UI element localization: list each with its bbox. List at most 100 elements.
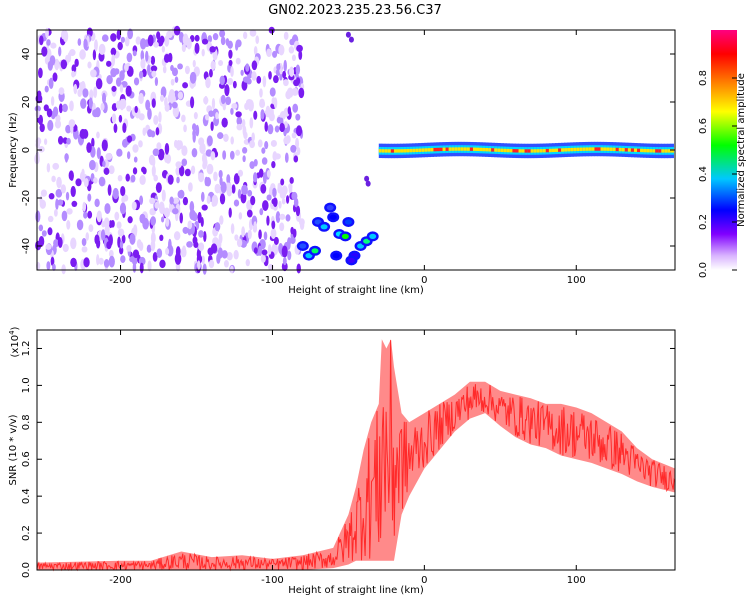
heatmap-cell [168,238,172,251]
heatmap-cell [47,119,54,132]
heatmap-cell [151,70,157,78]
heatmap-cell [34,105,41,112]
heatmap-cell [165,217,170,227]
heatmap-cell [81,168,85,179]
heatmap-cell [424,148,428,152]
heatmap-cell [39,195,43,205]
heatmap-cell [147,129,153,138]
heatmap-cell [89,159,96,171]
heatmap-cell [195,124,200,137]
heatmap-cell [494,148,498,152]
heatmap-cell [220,36,226,46]
heatmap-cell [132,262,137,273]
heatmap-cell [117,174,123,182]
snr-series-line [36,340,676,572]
heatmap-cell [291,54,296,62]
heatmap-cell [202,263,207,275]
heatmap-cell [163,53,170,63]
heatmap-cell [115,77,122,87]
heatmap-cell [491,148,495,152]
heatmap-cell [181,114,186,123]
heatmap-cell [66,137,71,145]
heatmap-cell [561,148,565,152]
heatmap-cell [119,202,127,215]
heatmap-cell [667,149,671,153]
heatmap-cell [140,50,145,61]
heatmap-cell [281,198,286,205]
heatmap-cell [192,212,198,222]
heatmap-cell [295,113,301,121]
heatmap-cell [50,96,55,107]
snr-y-multiplier: (x104) [8,326,21,357]
heatmap-cell [225,96,232,106]
heatmap-cell [585,147,589,151]
heatmap-cell [66,208,73,215]
heatmap-cell [218,233,223,244]
heatmap-cell [202,157,208,168]
heatmap-cell [275,68,281,77]
x-tick-label: 100 [567,275,586,286]
heatmap-cell [403,149,407,153]
heatmap-cell [120,255,126,263]
heatmap-cell [49,55,56,66]
heatmap-cell [539,149,544,153]
heatmap-cell [70,185,76,198]
heatmap-cell [57,237,63,248]
heatmap-cell [170,78,175,86]
heatmap-cell [223,133,229,142]
heatmap-cell [58,87,65,95]
heatmap-cell [92,49,97,61]
heatmap-cell [56,176,62,189]
heatmap-cell [156,142,162,150]
heatmap-cell [259,88,263,98]
heatmap-cell [96,147,101,160]
heatmap-cell [558,148,562,152]
heatmap-cell [664,149,668,153]
heatmap-cell [77,38,82,46]
heatmap-cell [91,137,95,148]
heatmap-cell [296,44,303,53]
heatmap-cell [71,64,77,73]
heatmap-cell [70,123,74,134]
heatmap-cell [81,237,87,247]
heatmap-cell [278,200,282,209]
heatmap-cell [261,157,268,165]
heatmap-cell [253,46,258,56]
heatmap-cell [381,149,386,153]
heatmap-cell [231,184,236,194]
heatmap-cell [121,234,126,244]
heatmap-cell [240,69,244,76]
heatmap-cell [448,147,453,151]
colorbar-gradient [711,30,737,270]
heatmap-cell [205,177,212,187]
heatmap-cell [600,147,605,151]
heatmap-cell [259,100,266,109]
heatmap-cell [122,122,127,134]
heatmap-cell [594,147,599,151]
heatmap-cell [178,165,185,177]
x-tick-label: -200 [109,575,132,586]
heatmap-cell [173,25,181,36]
heatmap-cell [597,147,602,151]
heatmap-cell [206,135,213,147]
heatmap-cell [251,60,258,71]
heatmap-cell [233,199,240,207]
heatmap-cell [618,147,623,152]
heatmap-cell [670,149,674,153]
heatmap-cell [272,197,278,208]
x-tick-label: 0 [421,575,427,586]
heatmap-cell [159,94,165,102]
heatmap-cell [627,148,632,152]
heatmap-cell [264,141,269,150]
heatmap-cell [104,203,111,214]
heatmap-cell [521,149,526,153]
heatmap-cell [261,249,268,256]
heatmap-cell [154,77,159,87]
heatmap-cell [612,147,617,152]
heatmap-cell [262,75,267,88]
heatmap-cell [198,172,205,183]
heatmap-cell [201,38,209,45]
heatmap-cell [257,139,263,148]
heatmap-cell [320,224,328,230]
heatmap-cell [279,213,286,220]
